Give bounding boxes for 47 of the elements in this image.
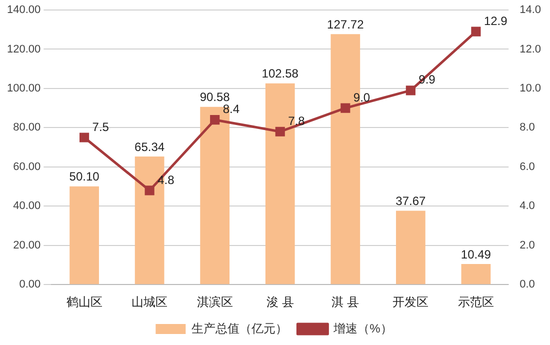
- y2-tick-label: 4.0: [520, 200, 535, 212]
- point: [210, 115, 220, 125]
- point: [471, 26, 481, 36]
- data-label: 9.0: [353, 90, 370, 104]
- data-label: 50.10: [69, 170, 100, 184]
- y-tick-label: 60.00: [13, 160, 41, 173]
- point: [406, 86, 416, 96]
- point: [144, 186, 154, 196]
- point: [275, 126, 285, 136]
- data-label: 10.49: [460, 247, 492, 262]
- y-tick-label: 0.00: [19, 278, 41, 291]
- x-tick-label: 山城区: [132, 295, 168, 310]
- x-tick-label: 鹤山区: [66, 295, 102, 310]
- y-tick-label: 20.00: [13, 239, 41, 252]
- y2-tick-label: 2.0: [520, 239, 535, 252]
- data-label: 7.8: [288, 114, 306, 128]
- y-tick-label: 80.00: [13, 122, 41, 134]
- point: [340, 103, 350, 113]
- x-tick-label: 淇滨区: [196, 295, 233, 310]
- y2-tick-label: 14.0: [520, 4, 542, 16]
- data-label: 12.9: [484, 14, 508, 28]
- data-label: 7.5: [92, 120, 110, 134]
- data-label: 102.58: [262, 66, 299, 81]
- bar: [461, 264, 491, 284]
- x-tick-label: 开发区: [392, 295, 429, 310]
- bar: [396, 210, 426, 284]
- data-label: 37.67: [396, 194, 426, 208]
- y-tick-label: 40.00: [13, 200, 41, 212]
- y-tick-label: 100.00: [6, 82, 41, 94]
- y-tick-label: 140.00: [6, 4, 41, 16]
- bar: [70, 186, 99, 284]
- y2-tick-label: 0.0: [520, 278, 535, 291]
- data-label: 65.34: [134, 140, 165, 154]
- legend-label: 增速（%）: [332, 321, 392, 336]
- x-tick-label: 浚 县: [266, 295, 294, 310]
- point: [80, 132, 90, 142]
- data-label: 90.58: [200, 90, 230, 104]
- y2-tick-label: 12.0: [520, 43, 542, 56]
- x-tick-label: 淇 县: [332, 295, 360, 310]
- x-tick-label: 示范区: [458, 295, 494, 310]
- legend-label: 生产总值（亿元）: [192, 321, 288, 336]
- y-tick-label: 120.00: [6, 43, 41, 56]
- data-label: 8.4: [222, 102, 240, 116]
- y2-tick-label: 10.0: [520, 82, 542, 94]
- y2-tick-label: 8.0: [520, 122, 535, 134]
- data-label: 127.72: [327, 17, 364, 32]
- y2-tick-label: 6.0: [520, 160, 535, 173]
